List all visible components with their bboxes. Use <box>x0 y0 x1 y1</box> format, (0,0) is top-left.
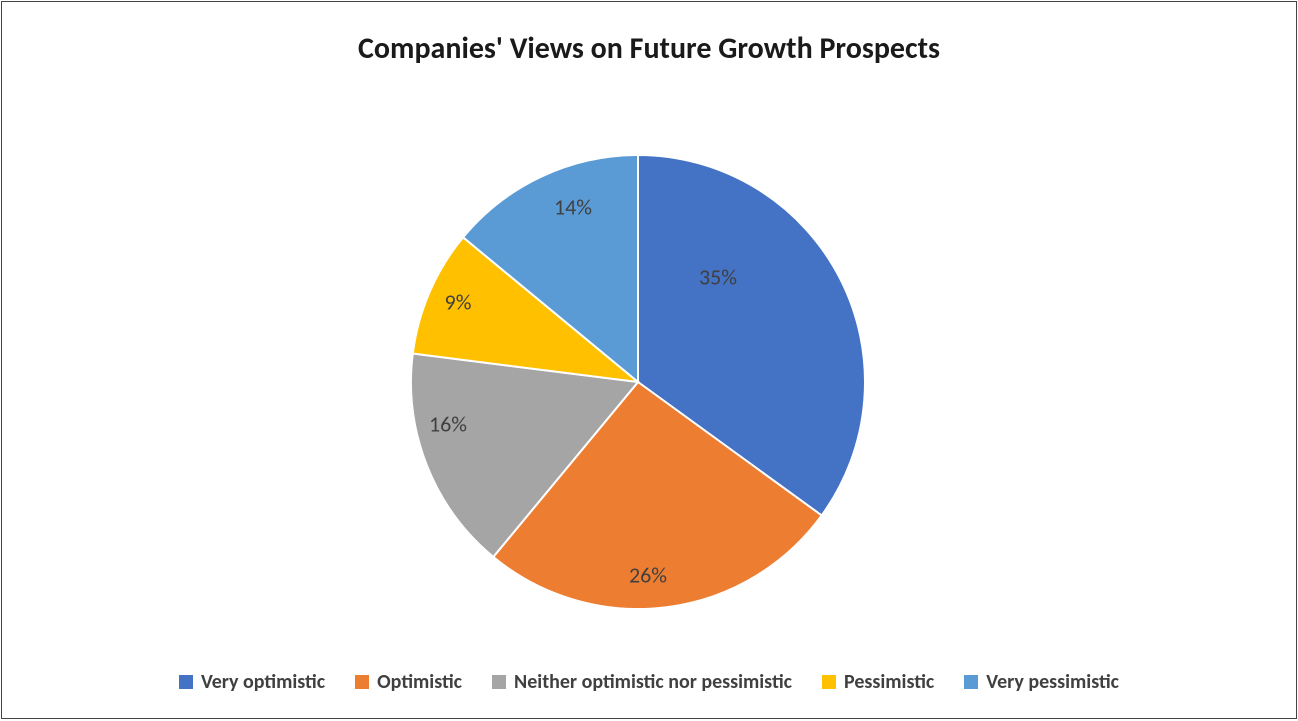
legend-swatch <box>355 675 369 689</box>
data-label: 14% <box>554 194 592 221</box>
chart-frame: Companies' Views on Future Growth Prospe… <box>1 1 1297 719</box>
legend-label: Neither optimistic nor pessimistic <box>514 670 792 694</box>
legend-item: Very pessimistic <box>964 670 1119 694</box>
legend-item: Neither optimistic nor pessimistic <box>492 670 792 694</box>
legend-item: Optimistic <box>355 670 462 694</box>
pie-chart <box>411 155 865 609</box>
legend-label: Pessimistic <box>844 670 934 694</box>
data-label: 16% <box>429 411 467 438</box>
chart-title: Companies' Views on Future Growth Prospe… <box>2 30 1296 67</box>
legend-item: Very optimistic <box>179 670 325 694</box>
pie-svg <box>411 155 865 609</box>
legend-swatch <box>822 675 836 689</box>
legend-label: Optimistic <box>377 670 462 694</box>
data-label: 9% <box>445 289 472 316</box>
legend-label: Very optimistic <box>201 670 325 694</box>
legend-swatch <box>964 675 978 689</box>
legend-item: Pessimistic <box>822 670 934 694</box>
legend-swatch <box>179 675 193 689</box>
data-label: 26% <box>629 562 667 589</box>
legend-swatch <box>492 675 506 689</box>
data-label: 35% <box>699 264 737 291</box>
legend: Very optimistic Optimistic Neither optimis… <box>2 670 1296 694</box>
legend-label: Very pessimistic <box>986 670 1119 694</box>
